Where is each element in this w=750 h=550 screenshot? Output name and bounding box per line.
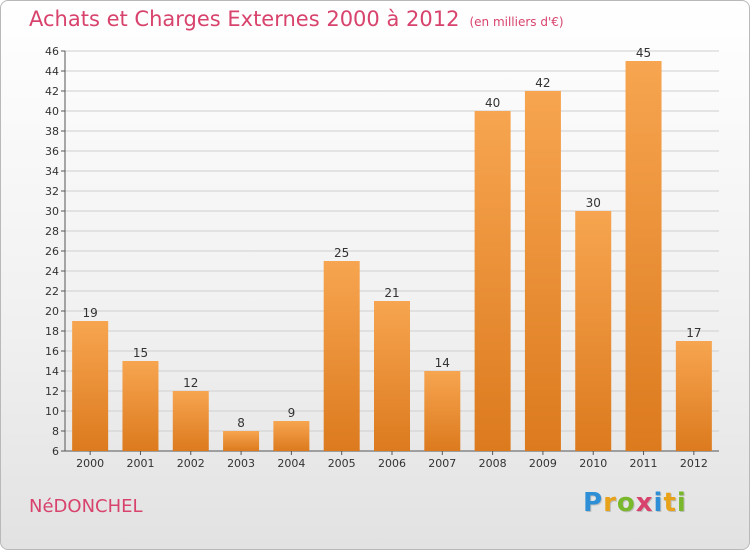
x-tick-label-2001: 2001	[126, 457, 154, 470]
data-label-2011: 45	[636, 46, 651, 60]
y-tick-label: 18	[45, 325, 59, 338]
logo-letter: i	[676, 488, 687, 518]
labels: 19 2000 15 2001 12 2002 8 2003 9 2004 25 2005 21 2006…	[76, 46, 708, 470]
bar-2006	[374, 301, 410, 451]
data-label-2010: 30	[586, 196, 601, 210]
bar-2009	[524, 91, 561, 451]
town-name: NéDONCHEL	[29, 496, 143, 517]
bar-2011	[625, 61, 662, 451]
bar-2001	[122, 361, 159, 451]
chart-title-text: Achats et Charges Externes 2000 à 2012	[29, 7, 460, 31]
y-tick-label: 44	[45, 65, 59, 78]
y-tick-label: 10	[45, 405, 59, 418]
x-tick-label-2011: 2011	[630, 457, 658, 470]
data-label-2008: 40	[485, 96, 500, 110]
data-label-2001: 15	[133, 346, 148, 360]
data-label-2000: 19	[83, 306, 98, 320]
y-tick-label: 36	[45, 145, 59, 158]
y-tick-label: 42	[45, 85, 59, 98]
chart-title: Achats et Charges Externes 2000 à 2012 (e…	[29, 7, 564, 31]
y-tick-label: 26	[45, 245, 59, 258]
x-tick-label-2008: 2008	[479, 457, 507, 470]
bar-2003	[223, 431, 260, 451]
bar-2004	[273, 421, 310, 451]
y-tick-label: 28	[45, 225, 59, 238]
logo-letter: x	[635, 488, 654, 518]
bar-2010	[575, 211, 612, 451]
x-tick-label-2009: 2009	[529, 457, 557, 470]
y-tick-label: 20	[45, 305, 59, 318]
y-tick-label: 38	[45, 125, 59, 138]
chart-subtitle: (en milliers d'€)	[469, 15, 564, 29]
y-tick-label: 8	[52, 425, 59, 438]
bars	[72, 61, 712, 451]
bar-2008	[474, 111, 511, 451]
y-tick-label: 34	[45, 165, 59, 178]
data-label-2006: 21	[384, 286, 399, 300]
bar-2000	[72, 321, 109, 451]
logo-letter: r	[603, 488, 617, 518]
proxiti-logo: Proxiti	[583, 488, 687, 518]
logo-letter: t	[663, 488, 677, 518]
data-label-2012: 17	[686, 326, 701, 340]
y-tick-label: 14	[45, 365, 59, 378]
bar-2005	[323, 261, 360, 451]
data-label-2003: 8	[237, 416, 245, 430]
y-tick-label: 22	[45, 285, 59, 298]
data-label-2002: 12	[183, 376, 198, 390]
logo-letter: P	[583, 488, 604, 518]
y-tick-label: 30	[45, 205, 59, 218]
x-tick-label-2002: 2002	[177, 457, 205, 470]
bar-2007	[424, 371, 461, 451]
x-tick-label-2005: 2005	[328, 457, 356, 470]
data-label-2004: 9	[288, 406, 296, 420]
logo-letter: i	[653, 488, 664, 518]
data-label-2005: 25	[334, 246, 349, 260]
y-tick-label: 12	[45, 385, 59, 398]
bar-2012	[675, 341, 712, 451]
x-tick-label-2007: 2007	[428, 457, 456, 470]
logo-letter: o	[616, 488, 636, 518]
x-tick-label-2010: 2010	[579, 457, 607, 470]
y-tick-label: 16	[45, 345, 59, 358]
x-tick-label-2012: 2012	[680, 457, 708, 470]
x-tick-label-2004: 2004	[277, 457, 305, 470]
y-tick-label: 40	[45, 105, 59, 118]
y-tick-label: 46	[45, 45, 59, 58]
y-tick-label: 32	[45, 185, 59, 198]
bar-2002	[172, 391, 209, 451]
y-tick-label: 6	[52, 445, 59, 458]
data-label-2009: 42	[535, 76, 550, 90]
y-tick-label: 24	[45, 265, 59, 278]
x-tick-label-2003: 2003	[227, 457, 255, 470]
x-tick-label-2006: 2006	[378, 457, 406, 470]
x-tick-label-2000: 2000	[76, 457, 104, 470]
data-label-2007: 14	[435, 356, 450, 370]
